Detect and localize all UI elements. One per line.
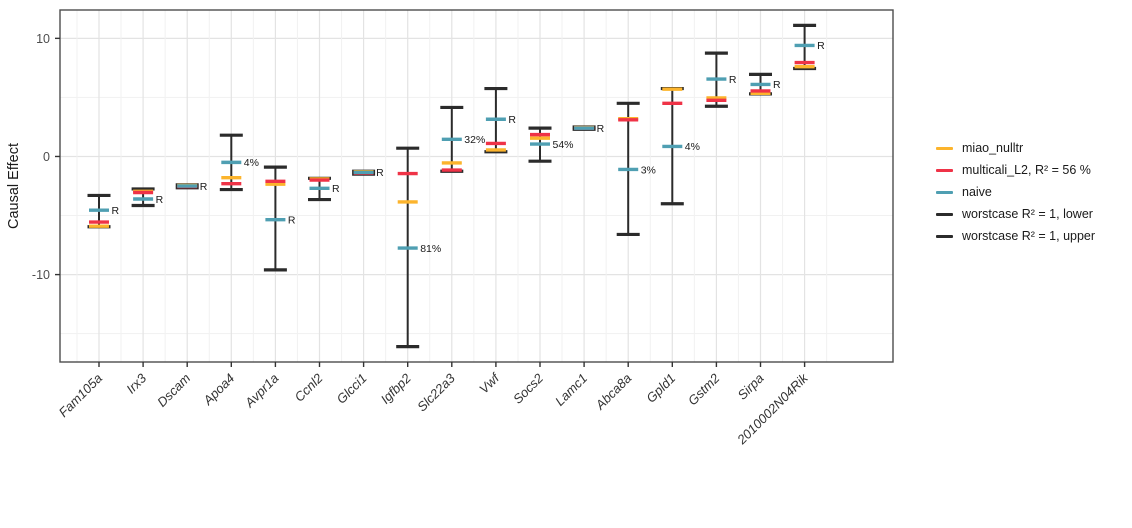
legend-item: naive: [936, 186, 1095, 199]
x-tick-label-gene: Ccnl2: [292, 370, 327, 405]
legend: miao_nulltr multicali_L2, R² = 56 % naive w…: [936, 142, 1095, 243]
legend-item: worstcase R² = 1, upper: [936, 230, 1095, 243]
x-tick-label-gene: Lamc1: [552, 371, 590, 409]
point-annotation: 3%: [641, 164, 656, 176]
legend-label: worstcase R² = 1, lower: [962, 207, 1093, 221]
errorbar-Dscam: R: [175, 181, 208, 193]
point-annotation: R: [376, 167, 384, 179]
point-annotation: R: [288, 214, 296, 226]
grid-layer: [60, 10, 893, 362]
errorbar-Fam105a: R: [87, 193, 120, 229]
legend-key-swatch: [936, 168, 953, 173]
x-tick-label-gene: Dscam: [154, 370, 193, 409]
errorbar-Ccnl2: R: [308, 176, 340, 202]
legend-key-swatch: [936, 146, 953, 151]
point-annotation: R: [729, 74, 737, 86]
errorbar-Vwf: R: [484, 86, 516, 154]
x-tick-label-gene: Apoa4: [200, 371, 238, 409]
point-annotation: R: [332, 183, 340, 195]
legend-label: multicali_L2, R² = 56 %: [962, 163, 1091, 177]
point-annotation: 54%: [553, 139, 574, 151]
x-tick-label-gene: Vwf: [476, 370, 503, 397]
legend-key-swatch: [936, 212, 953, 217]
errorbar-Socs2: 54%: [528, 126, 574, 163]
errorbar-Glcci1: R: [352, 167, 384, 179]
x-tick-label-gene: Avpr1a: [241, 371, 281, 411]
point-annotation: R: [597, 123, 605, 135]
errorbar-Sirpa: R: [749, 72, 781, 96]
x-tick-label-gene: Abca8a: [592, 371, 634, 413]
errorbar-Gstm2: R: [704, 51, 737, 108]
point-annotation: R: [200, 181, 208, 193]
point-annotation: 4%: [244, 157, 259, 169]
legend-key-swatch: [936, 234, 953, 239]
point-annotation: 32%: [464, 134, 485, 146]
errorbar-Gpld1: 4%: [660, 86, 700, 206]
x-tick-label-gene: Glcci1: [334, 371, 370, 407]
errorbar-Igfbp2: 81%: [396, 146, 441, 349]
errorbar-Avpr1a: R: [263, 165, 296, 272]
point-annotation: R: [773, 79, 781, 91]
y-tick-label: -10: [32, 268, 50, 282]
errorbar-Abca8a: 3%: [616, 101, 656, 237]
y-tick-label: 10: [36, 32, 50, 46]
legend-item: miao_nulltr: [936, 142, 1095, 155]
point-annotation: 81%: [420, 243, 441, 255]
x-tick-label-gene: Gstm2: [685, 370, 723, 408]
legend-label: naive: [962, 185, 992, 199]
x-tick-label-gene: Sirpa: [735, 371, 767, 403]
x-tick-label-gene: Irx3: [123, 370, 149, 396]
errorbar-Slc22a3: 32%: [440, 105, 485, 173]
errorbar-Apoa4: 4%: [219, 133, 259, 192]
y-tick-label: 0: [43, 150, 50, 164]
errorbar-Lamc1: R: [572, 123, 605, 135]
legend-item: worstcase R² = 1, lower: [936, 208, 1095, 221]
x-tick-label-gene: Socs2: [510, 370, 547, 407]
errorbar-2010002N04Rik: R: [793, 23, 825, 71]
point-annotation: R: [156, 194, 164, 206]
x-tick-label-gene: Fam105a: [56, 371, 105, 420]
panel-border: [59, 9, 894, 363]
x-tick-label-gene: Igfbp2: [378, 370, 415, 407]
point-annotation: R: [817, 40, 825, 52]
errorbar-layer: R R R 4% R R R 81% 32% R 54% R 3% 4% R R R: [87, 23, 825, 349]
point-annotation: 4%: [685, 141, 700, 153]
y-axis-title: Causal Effect: [6, 143, 22, 229]
point-annotation: R: [508, 114, 516, 126]
errorbar-Irx3: R: [131, 187, 164, 208]
legend-key-swatch: [936, 190, 953, 195]
x-tick-label-gene: Gpld1: [643, 371, 678, 406]
legend-label: miao_nulltr: [962, 141, 1024, 155]
point-annotation: R: [112, 205, 120, 217]
legend-label: worstcase R² = 1, upper: [962, 229, 1096, 243]
x-tick-label-gene: Slc22a3: [414, 370, 458, 414]
legend-item: multicali_L2, R² = 56 %: [936, 164, 1095, 177]
